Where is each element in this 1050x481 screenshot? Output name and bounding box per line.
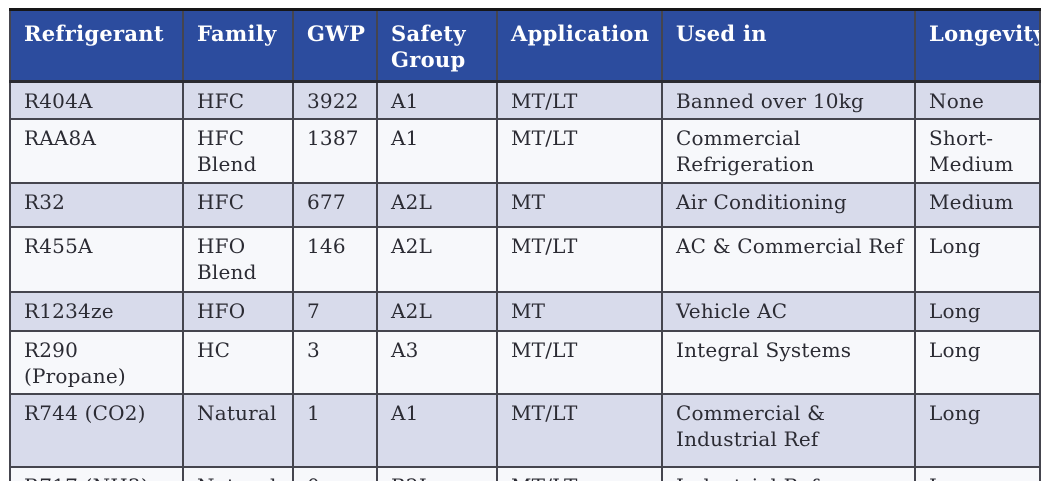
cell-used-in: Air Conditioning: [661, 181, 916, 228]
table-row-r404a: R404A HFC 3922 A1 MT/LT Banned over 10kg…: [9, 80, 1041, 120]
cell-application: MT/LT: [496, 225, 663, 293]
cell-used-in: Commercial Refrigeration: [661, 117, 916, 184]
cell-longevity: Long: [914, 465, 1041, 481]
cell-safety-group: A1: [376, 392, 498, 468]
column-header-application: Application: [496, 8, 663, 83]
cell-refrigerant: R717 (NH3): [9, 465, 184, 481]
cell-application: MT: [496, 290, 663, 332]
cell-used-in: Commercial & Industrial Ref: [661, 392, 916, 468]
cell-safety-group: A1: [376, 117, 498, 184]
table-row-raa8a: RAA8A HFC Blend 1387 A1 MT/LT Commercial…: [9, 117, 1041, 184]
table-body: R404A HFC 3922 A1 MT/LT Banned over 10kg…: [9, 80, 1041, 481]
table-row-r290: R290 (Propane) HC 3 A3 MT/LT Integral Sy…: [9, 329, 1041, 395]
cell-application: MT/LT: [496, 329, 663, 395]
column-header-used-in: Used in: [661, 8, 916, 83]
cell-refrigerant: R290 (Propane): [9, 329, 184, 395]
table-row-r1234ze: R1234ze HFO 7 A2L MT Vehicle AC Long: [9, 290, 1041, 332]
cell-safety-group: A1: [376, 80, 498, 120]
cell-used-in: Integral Systems: [661, 329, 916, 395]
cell-gwp: 1: [292, 392, 378, 468]
cell-gwp: 146: [292, 225, 378, 293]
cell-family: HFC Blend: [182, 117, 294, 184]
cell-safety-group: A2L: [376, 181, 498, 228]
column-header-family: Family: [182, 8, 294, 83]
cell-longevity: Long: [914, 329, 1041, 395]
cell-refrigerant: R32: [9, 181, 184, 228]
table-row-r32: R32 HFC 677 A2L MT Air Conditioning Medi…: [9, 181, 1041, 228]
header-row: Refrigerant Family GWP Safety Group Appl…: [9, 8, 1041, 83]
cell-longevity: Long: [914, 225, 1041, 293]
cell-family: Natural: [182, 392, 294, 468]
table-row-r717: R717 (NH3) Natural 0 B2L MT/LT Industria…: [9, 465, 1041, 481]
cell-gwp: 7: [292, 290, 378, 332]
cell-family: HC: [182, 329, 294, 395]
cell-refrigerant: R744 (CO2): [9, 392, 184, 468]
cell-safety-group: A2L: [376, 225, 498, 293]
cell-gwp: 3: [292, 329, 378, 395]
column-header-gwp: GWP: [292, 8, 378, 83]
column-header-longevity: Longevity: [914, 8, 1041, 83]
cell-safety-group: A2L: [376, 290, 498, 332]
column-header-refrigerant: Refrigerant: [9, 8, 184, 83]
cell-application: MT/LT: [496, 117, 663, 184]
cell-gwp: 677: [292, 181, 378, 228]
cell-gwp: 0: [292, 465, 378, 481]
cell-used-in: Industrial Ref: [661, 465, 916, 481]
cell-longevity: Medium: [914, 181, 1041, 228]
cell-refrigerant: R455A: [9, 225, 184, 293]
cell-longevity: None: [914, 80, 1041, 120]
refrigerant-table: Refrigerant Family GWP Safety Group Appl…: [9, 8, 1041, 481]
cell-longevity: Long: [914, 290, 1041, 332]
cell-refrigerant: R404A: [9, 80, 184, 120]
column-header-safety-group: Safety Group: [376, 8, 498, 83]
cell-application: MT: [496, 181, 663, 228]
cell-safety-group: B2L: [376, 465, 498, 481]
cell-refrigerant: R1234ze: [9, 290, 184, 332]
cell-family: HFC: [182, 181, 294, 228]
cell-family: HFO Blend: [182, 225, 294, 293]
cell-application: MT/LT: [496, 465, 663, 481]
cell-gwp: 1387: [292, 117, 378, 184]
cell-used-in: Banned over 10kg: [661, 80, 916, 120]
cell-longevity: Long: [914, 392, 1041, 468]
table-row-r455a: R455A HFO Blend 146 A2L MT/LT AC & Comme…: [9, 225, 1041, 293]
cell-longevity: Short-Medium: [914, 117, 1041, 184]
cell-family: Natural: [182, 465, 294, 481]
cell-safety-group: A3: [376, 329, 498, 395]
cell-used-in: Vehicle AC: [661, 290, 916, 332]
cell-family: HFO: [182, 290, 294, 332]
table-row-r744: R744 (CO2) Natural 1 A1 MT/LT Commercial…: [9, 392, 1041, 468]
table-header: Refrigerant Family GWP Safety Group Appl…: [9, 8, 1041, 83]
cell-family: HFC: [182, 80, 294, 120]
cell-application: MT/LT: [496, 392, 663, 468]
cell-application: MT/LT: [496, 80, 663, 120]
cell-used-in: AC & Commercial Ref: [661, 225, 916, 293]
cell-refrigerant: RAA8A: [9, 117, 184, 184]
cell-gwp: 3922: [292, 80, 378, 120]
